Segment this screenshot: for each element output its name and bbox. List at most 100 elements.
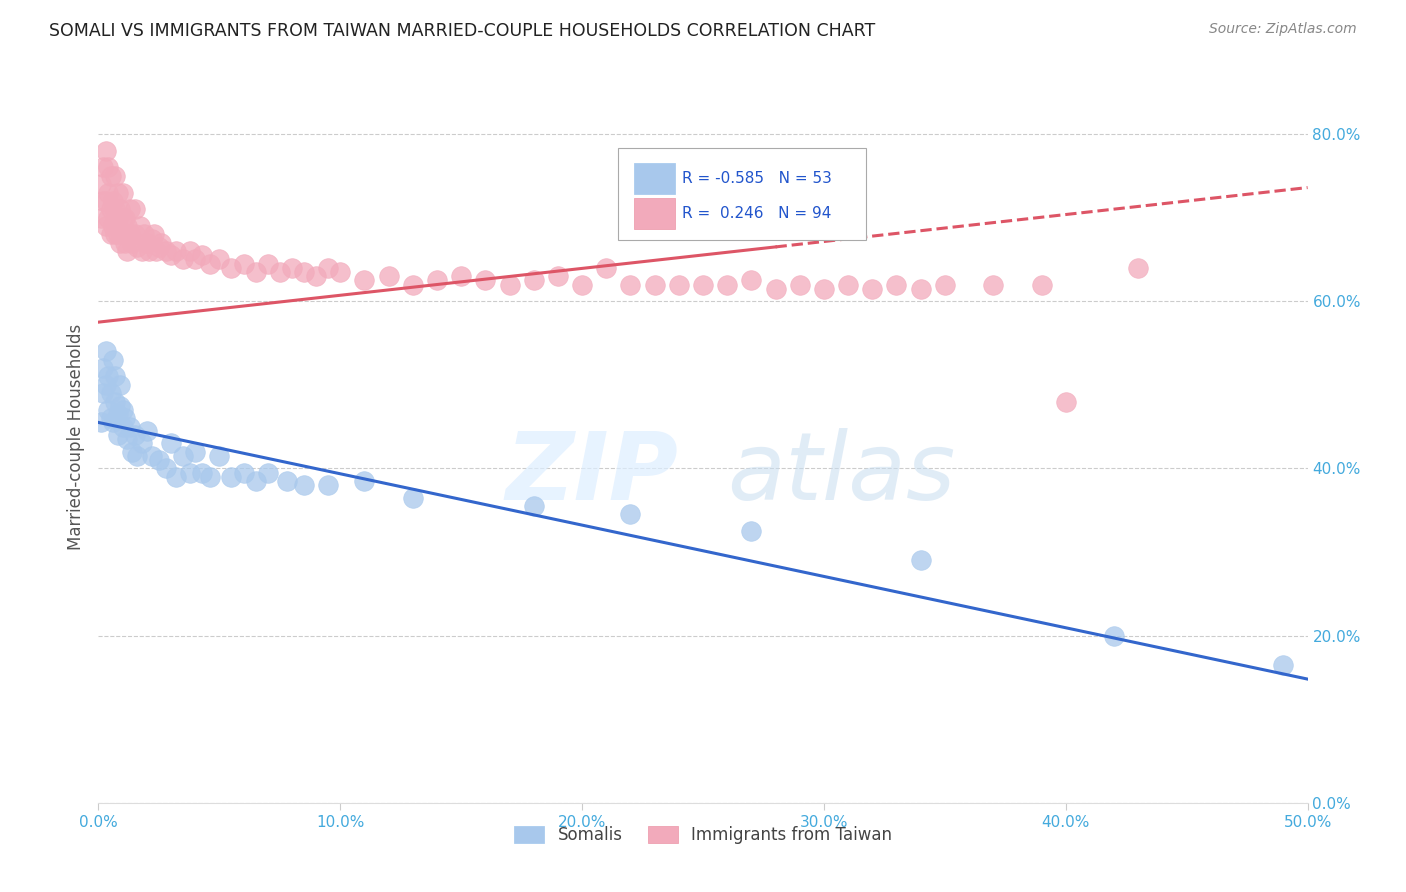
Point	[135, 424, 157, 438]
Point	[221, 260, 243, 275]
Point	[498, 277, 520, 292]
Point	[114, 411, 136, 425]
Point	[981, 277, 1004, 292]
Point	[644, 277, 666, 292]
Point	[94, 344, 117, 359]
Point	[127, 449, 149, 463]
Point	[179, 466, 201, 480]
Point	[111, 403, 134, 417]
Point	[118, 227, 141, 242]
Point	[245, 474, 267, 488]
Point	[101, 416, 124, 430]
Point	[198, 257, 221, 271]
Point	[595, 260, 617, 275]
Text: atlas: atlas	[727, 428, 956, 519]
Point	[111, 211, 134, 225]
Point	[150, 235, 173, 250]
Point	[155, 461, 177, 475]
Point	[107, 186, 129, 200]
Text: Source: ZipAtlas.com: Source: ZipAtlas.com	[1209, 22, 1357, 37]
Point	[114, 235, 136, 250]
Point	[108, 202, 131, 217]
FancyBboxPatch shape	[634, 163, 675, 194]
Point	[101, 219, 124, 233]
Point	[886, 277, 908, 292]
Point	[90, 178, 112, 192]
Point	[910, 553, 932, 567]
Point	[104, 202, 127, 217]
Point	[104, 369, 127, 384]
Point	[269, 265, 291, 279]
Point	[353, 474, 375, 488]
Point	[740, 524, 762, 538]
Point	[232, 257, 254, 271]
Point	[172, 449, 194, 463]
FancyBboxPatch shape	[619, 148, 866, 240]
Point	[104, 169, 127, 183]
Point	[716, 277, 738, 292]
Point	[107, 407, 129, 421]
Point	[198, 470, 221, 484]
Point	[108, 235, 131, 250]
Point	[138, 244, 160, 258]
Point	[101, 352, 124, 367]
Point	[160, 248, 183, 262]
Point	[402, 491, 425, 505]
Point	[108, 377, 131, 392]
Point	[179, 244, 201, 258]
Point	[127, 240, 149, 254]
Text: R =  0.246   N = 94: R = 0.246 N = 94	[682, 206, 832, 220]
Point	[100, 202, 122, 217]
Point	[97, 186, 120, 200]
Point	[305, 269, 328, 284]
Point	[97, 369, 120, 384]
Point	[143, 227, 166, 242]
Point	[91, 386, 114, 401]
Point	[160, 436, 183, 450]
Point	[141, 449, 163, 463]
Point	[148, 240, 170, 254]
Point	[118, 202, 141, 217]
Point	[1102, 629, 1125, 643]
Point	[232, 466, 254, 480]
Point	[114, 211, 136, 225]
Point	[90, 211, 112, 225]
Point	[402, 277, 425, 292]
Point	[316, 478, 339, 492]
Point	[111, 227, 134, 242]
Point	[107, 211, 129, 225]
Point	[111, 419, 134, 434]
Point	[523, 499, 546, 513]
Point	[104, 227, 127, 242]
Point	[208, 449, 231, 463]
Point	[184, 252, 207, 267]
Point	[692, 277, 714, 292]
Point	[547, 269, 569, 284]
Point	[94, 377, 117, 392]
Point	[94, 194, 117, 208]
Text: R = -0.585   N = 53: R = -0.585 N = 53	[682, 170, 832, 186]
Point	[124, 428, 146, 442]
Point	[124, 202, 146, 217]
Point	[97, 161, 120, 175]
Point	[221, 470, 243, 484]
Point	[108, 399, 131, 413]
Point	[148, 453, 170, 467]
Point	[329, 265, 352, 279]
Point	[571, 277, 593, 292]
Point	[117, 244, 139, 258]
Point	[789, 277, 811, 292]
Point	[155, 244, 177, 258]
Legend: Somalis, Immigrants from Taiwan: Somalis, Immigrants from Taiwan	[509, 822, 897, 849]
Point	[765, 282, 787, 296]
Point	[1128, 260, 1150, 275]
Point	[281, 260, 304, 275]
Point	[276, 474, 298, 488]
Point	[100, 411, 122, 425]
Point	[107, 227, 129, 242]
Point	[100, 227, 122, 242]
Point	[134, 227, 156, 242]
Point	[131, 244, 153, 258]
Point	[97, 211, 120, 225]
Point	[1272, 657, 1295, 672]
